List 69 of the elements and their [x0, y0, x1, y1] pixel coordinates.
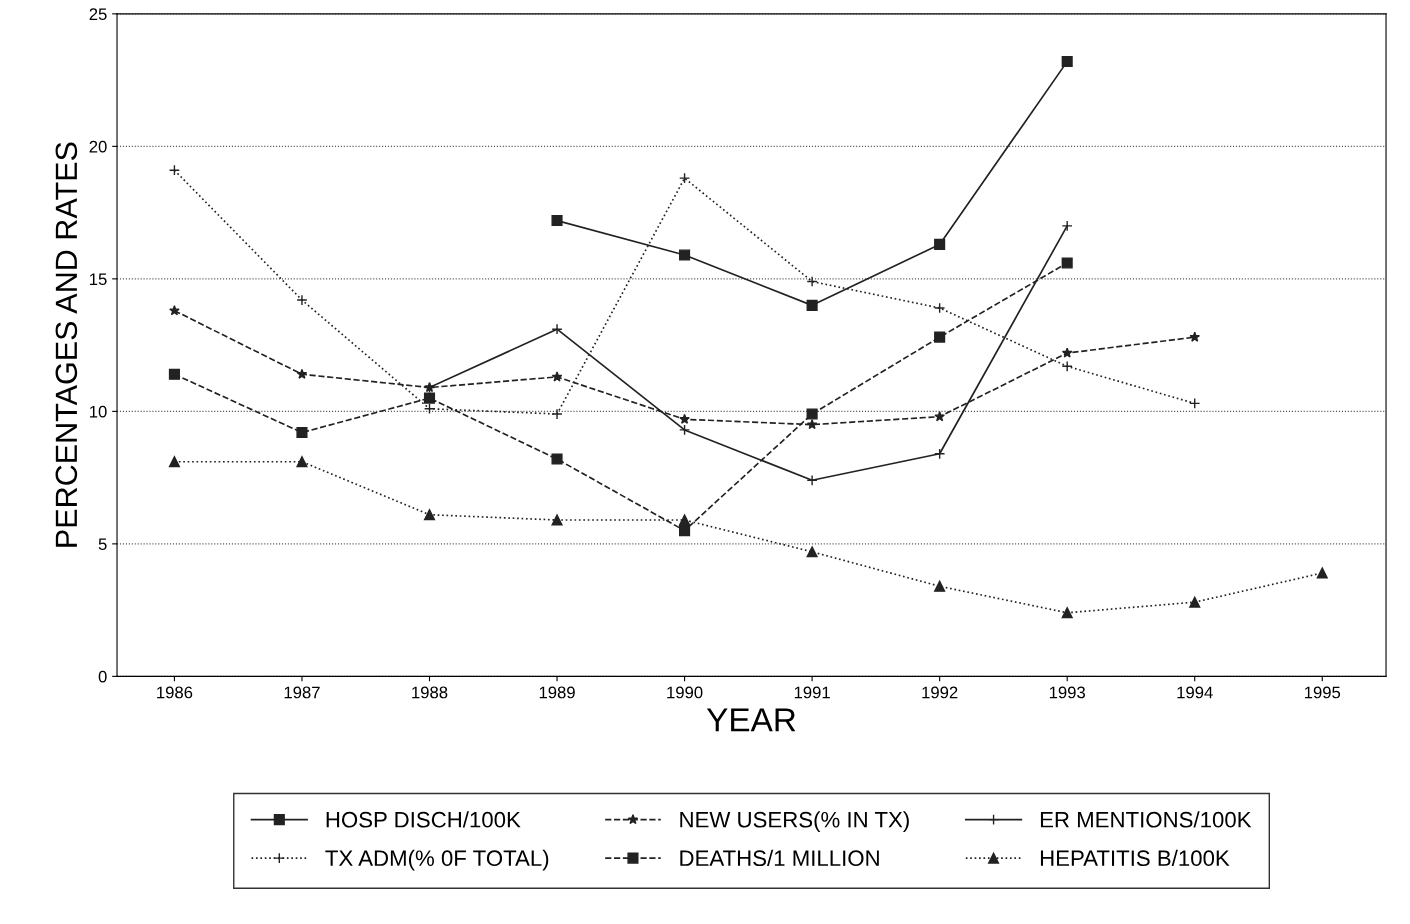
legend-label: HEPATITIS B/100K — [1040, 849, 1230, 867]
point — [1189, 596, 1201, 608]
point — [1061, 360, 1073, 372]
x-tick-label: 1987 — [284, 686, 320, 699]
point — [1061, 607, 1073, 619]
point — [934, 411, 945, 422]
point — [806, 275, 818, 288]
point — [1316, 567, 1328, 579]
point — [934, 448, 946, 460]
y-tick-label: 25 — [89, 8, 107, 21]
point — [679, 514, 691, 526]
point — [806, 299, 818, 311]
point — [806, 419, 818, 430]
x-axis-title: YEAR — [706, 708, 796, 732]
point — [934, 331, 946, 343]
point — [551, 371, 563, 382]
y-tick-label: 10 — [90, 405, 107, 418]
y-tick-label: 5 — [98, 538, 107, 551]
point — [679, 413, 690, 424]
point — [296, 427, 308, 439]
point — [551, 215, 563, 227]
point — [551, 323, 563, 335]
point — [296, 368, 308, 379]
legend-label: ER MENTIONS/100K — [1040, 811, 1252, 828]
point — [679, 525, 691, 537]
point — [679, 424, 691, 436]
point — [1061, 56, 1073, 68]
point — [423, 509, 436, 521]
point — [168, 164, 180, 176]
point — [1061, 220, 1073, 232]
x-tick-label: 1992 — [922, 686, 958, 699]
point — [296, 456, 308, 468]
point — [679, 249, 691, 261]
point — [551, 514, 563, 526]
legend-label: TX ADM(% 0F TOTAL) — [325, 849, 549, 871]
x-tick-label: 1993 — [1049, 686, 1085, 699]
point — [168, 368, 180, 380]
x-tick-label: 1995 — [1305, 686, 1341, 699]
y-tick-label: 15 — [90, 273, 107, 286]
point — [1189, 331, 1201, 342]
y-axis-title: PERCENTAGES AND RATES — [55, 142, 78, 547]
point — [934, 238, 946, 250]
point — [1189, 397, 1201, 409]
point — [679, 172, 691, 184]
x-tick-label: 1991 — [794, 686, 830, 699]
legend-label: HOSP DISCH/100K — [326, 811, 521, 828]
x-tick-label: 1988 — [412, 686, 448, 699]
point — [934, 580, 946, 592]
legend-label: NEW USERS(% IN TX) — [680, 811, 909, 832]
y-tick-label: 20 — [89, 140, 107, 153]
point — [551, 453, 563, 465]
y-tick-label: 0 — [98, 670, 107, 683]
legend-label: DEATHS/1 MILLION — [680, 849, 879, 867]
point — [169, 305, 180, 316]
point — [296, 294, 308, 306]
x-tick-label: 1989 — [539, 686, 575, 699]
point — [806, 474, 818, 486]
x-tick-label: 1986 — [157, 686, 193, 699]
x-tick-label: 1990 — [667, 686, 703, 699]
point — [423, 403, 436, 415]
point — [934, 302, 946, 314]
point — [168, 456, 180, 468]
point — [1061, 347, 1073, 358]
point — [423, 392, 436, 404]
point — [806, 408, 818, 420]
point — [551, 408, 563, 420]
point — [1061, 257, 1073, 269]
point — [806, 546, 818, 558]
x-tick-label: 1994 — [1177, 686, 1213, 699]
